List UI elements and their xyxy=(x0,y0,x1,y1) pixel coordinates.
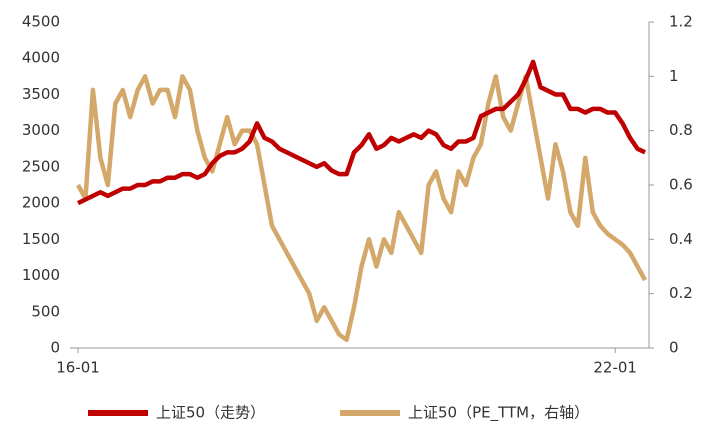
y-tick-label: 500 xyxy=(31,302,60,320)
y-tick-label: 1000 xyxy=(22,266,60,284)
y-tick-label: 2000 xyxy=(22,194,60,212)
y-tick-label: 3500 xyxy=(22,85,60,103)
legend-label: 上证50（PE_TTM，右轴） xyxy=(408,404,589,423)
y2-tick-label: 0.2 xyxy=(669,284,693,302)
y-tick-label: 0 xyxy=(50,339,60,357)
y-tick-label: 2500 xyxy=(22,157,60,175)
y2-tick-label: 0.8 xyxy=(669,121,693,139)
series-line xyxy=(77,59,646,206)
y2-tick-label: 0 xyxy=(669,339,679,357)
x-tick-label: 16-01 xyxy=(56,359,100,377)
y-tick-label: 1500 xyxy=(22,230,60,248)
y2-tick-label: 1.2 xyxy=(669,13,693,31)
y2-tick-label: 1 xyxy=(669,67,679,85)
series-line xyxy=(76,74,647,343)
x-tick-label: 22-01 xyxy=(593,359,637,377)
y2-tick-label: 0.6 xyxy=(669,176,693,194)
legend-label: 上证50（走势） xyxy=(156,404,265,422)
y-tick-label: 4500 xyxy=(22,13,60,31)
y2-tick-label: 0.4 xyxy=(669,230,693,248)
y-tick-label: 3000 xyxy=(22,121,60,139)
y-tick-label: 4000 xyxy=(22,49,60,67)
